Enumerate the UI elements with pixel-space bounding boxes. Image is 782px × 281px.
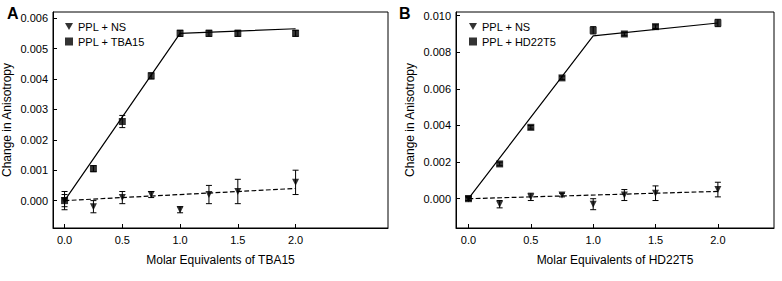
svg-text:Change in Anisotropy: Change in Anisotropy [403,63,417,177]
svg-text:0.004: 0.004 [423,119,451,131]
svg-text:2.0: 2.0 [288,234,303,246]
svg-text:PPL + NS: PPL + NS [78,21,126,33]
svg-text:PPL + HD22T5: PPL + HD22T5 [482,36,556,48]
svg-text:0.5: 0.5 [115,234,130,246]
svg-text:0.0: 0.0 [461,234,476,246]
svg-text:0.001: 0.001 [20,164,48,176]
svg-text:0.003: 0.003 [20,103,48,115]
svg-text:1.5: 1.5 [648,234,663,246]
svg-text:0.002: 0.002 [423,156,451,168]
svg-text:0.5: 0.5 [523,234,538,246]
svg-text:Change in Anisotropy: Change in Anisotropy [0,63,14,177]
svg-text:Molar Equivalents of HD22T5: Molar Equivalents of HD22T5 [537,253,694,267]
svg-text:1.0: 1.0 [172,234,187,246]
svg-text:1.0: 1.0 [586,234,601,246]
svg-text:0.006: 0.006 [20,12,48,24]
svg-text:PPL + TBA15: PPL + TBA15 [78,36,144,48]
svg-text:0.005: 0.005 [20,43,48,55]
svg-text:2.0: 2.0 [710,234,725,246]
svg-text:0.004: 0.004 [20,73,48,85]
svg-text:Molar Equivalents of TBA15: Molar Equivalents of TBA15 [146,253,295,267]
svg-text:0.002: 0.002 [20,134,48,146]
svg-text:0.010: 0.010 [423,10,451,22]
svg-text:0.000: 0.000 [20,195,48,207]
svg-text:A: A [7,5,19,22]
svg-text:B: B [399,5,411,22]
svg-text:0.0: 0.0 [57,234,72,246]
svg-text:PPL + NS: PPL + NS [482,21,530,33]
svg-text:1.5: 1.5 [230,234,245,246]
svg-text:0.008: 0.008 [423,46,451,58]
svg-text:0.000: 0.000 [423,193,451,205]
svg-text:0.006: 0.006 [423,83,451,95]
